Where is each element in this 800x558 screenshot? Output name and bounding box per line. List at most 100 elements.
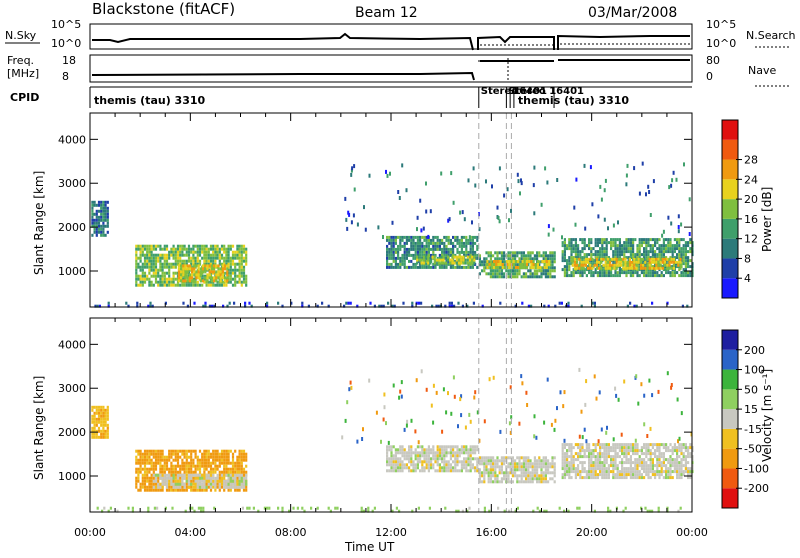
velocity-cell [636,443,639,447]
velocity-cell [651,467,654,471]
power-cell [135,283,138,287]
velocity-cell [614,452,617,456]
power-cell [147,304,150,308]
power-cell [423,235,426,239]
power-scatter-point [440,171,443,176]
power-scatter-point [503,193,506,198]
velocity-cell [505,474,508,478]
power-cell [632,244,635,248]
power-cell [581,259,584,263]
power-cell [547,269,550,273]
velocity-cell [390,454,393,458]
velocity-cell [181,488,184,492]
power-cell [465,250,468,254]
power-cell [678,241,681,245]
velocity-cell [414,454,417,458]
power-cell [234,271,237,275]
velocity-cell [660,467,663,471]
velocity-cell [148,482,151,486]
power-cell [163,271,166,275]
velocity-cell [647,476,650,480]
velocity-cell [676,449,679,453]
velocity-cell [596,476,599,480]
power-cell [148,256,151,260]
power-cell [405,265,408,269]
power-cell [605,271,608,275]
velocity-cell [205,485,208,489]
velocity-scatter-point [546,377,549,382]
power-cell [648,263,651,267]
power-scatter-point [688,197,691,202]
velocity-cell [164,506,167,510]
power-cell [531,275,534,279]
power-cell [429,261,432,265]
velocity-cell [487,456,490,460]
power-cell [136,301,139,305]
velocity-cell [172,473,175,477]
velocity-cell [209,482,213,486]
power-cell [570,262,573,266]
power-cell [184,273,187,277]
power-cell [412,253,415,257]
velocity-cell [603,458,606,462]
velocity-cell [152,485,155,489]
power-cell [392,250,395,254]
power-cell [301,301,304,305]
power-cell [201,256,204,260]
power-cell [566,268,569,272]
power-cell [441,265,444,269]
power-cell [442,255,445,259]
velocity-cell [218,470,221,474]
power-cell [146,262,149,266]
velocity-cell [445,451,448,455]
power-cell [182,264,185,268]
power-cell [150,250,153,254]
velocity-cell [678,476,681,480]
power-cell [399,238,402,242]
velocity-cell [640,446,643,450]
power-cell [227,247,230,251]
velocity-cell [607,449,610,453]
power-cell [614,271,617,275]
power-cell [648,260,651,264]
power-cell [95,233,98,237]
velocity-cell [610,449,613,453]
power-cell [651,271,654,275]
power-cell [660,253,663,257]
power-cell [457,261,461,265]
power-cell [581,250,584,254]
velocity-cell [198,476,202,480]
velocity-cell [441,445,444,449]
power-cell [605,247,608,251]
velocity-cell [469,463,472,467]
power-cell [514,254,517,258]
power-scatter-point [420,228,423,233]
velocity-cell [190,488,193,492]
power-cell [650,257,653,261]
power-cell [217,267,220,271]
velocity-cell [616,467,619,471]
velocity-cell [596,473,599,477]
velocity-cell [454,460,457,464]
velocity-cell [157,482,160,486]
velocity-cell [651,461,654,465]
velocity-cell [192,461,195,465]
velocity-cell [629,455,632,459]
velocity-cell [682,443,685,447]
power-cell [601,256,604,260]
power-cell [202,264,205,268]
velocity-cell [212,476,215,480]
power-cell [590,253,593,257]
cpid-segment-label: Stereo [481,86,518,97]
velocity-cell [645,464,648,468]
velocity-cell [669,470,672,474]
velocity-cell [579,446,582,450]
power-cell [492,263,496,266]
power-cell [587,257,590,261]
power-cell [636,256,639,260]
velocity-cell [452,451,455,455]
velocity-scatter-point [612,437,615,442]
velocity-cell [662,470,665,474]
velocity-cell [408,445,411,449]
power-cell [678,244,681,248]
